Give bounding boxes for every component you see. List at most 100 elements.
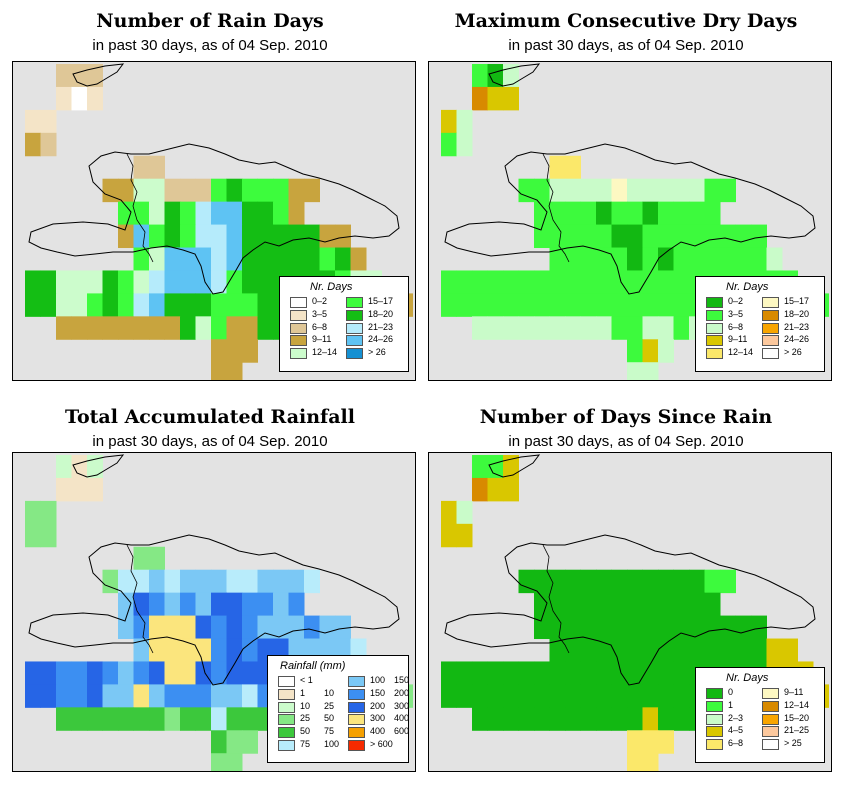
grid-cell bbox=[456, 661, 473, 685]
grid-cell bbox=[164, 270, 181, 294]
grid-cell bbox=[288, 247, 305, 271]
country-border bbox=[126, 153, 154, 263]
grid-cell bbox=[195, 178, 212, 203]
grid-cell bbox=[627, 684, 643, 708]
grid-cell bbox=[704, 178, 721, 203]
grid-cell bbox=[133, 638, 150, 662]
grid-cell bbox=[56, 707, 72, 731]
grid-cell bbox=[611, 569, 628, 594]
grid-cell bbox=[658, 592, 674, 617]
grid-cell bbox=[658, 569, 674, 594]
grid-cell bbox=[580, 224, 597, 249]
legend-swatch bbox=[290, 335, 307, 347]
grid-cell bbox=[472, 684, 488, 708]
grid-cell bbox=[149, 569, 165, 594]
grid-cell bbox=[487, 270, 504, 294]
grid-cell bbox=[226, 569, 243, 594]
grid-cell bbox=[487, 86, 504, 111]
grid-cell bbox=[580, 592, 597, 617]
grid-cell bbox=[226, 707, 243, 731]
grid-cell bbox=[642, 293, 659, 317]
grid-cell bbox=[288, 201, 305, 226]
grid-cell bbox=[735, 638, 752, 662]
legend-swatch bbox=[762, 700, 779, 712]
grid-cell bbox=[102, 684, 119, 708]
grid-cell bbox=[642, 339, 659, 363]
grid-cell bbox=[180, 569, 196, 594]
grid-cell bbox=[102, 661, 119, 685]
grid-cell bbox=[180, 316, 196, 340]
grid-cell bbox=[704, 201, 721, 226]
grid-cell bbox=[549, 201, 566, 226]
grid-cell bbox=[25, 293, 41, 317]
grid-cell bbox=[319, 615, 336, 640]
grid-cell bbox=[704, 638, 721, 662]
grid-cell bbox=[642, 730, 659, 754]
grid-cell bbox=[627, 201, 643, 226]
grid-cell bbox=[627, 224, 643, 249]
grid-cell bbox=[87, 477, 103, 502]
grid-cell bbox=[518, 707, 535, 731]
grid-cell bbox=[658, 707, 674, 731]
grid-cell bbox=[549, 178, 566, 203]
grid-cell bbox=[596, 247, 612, 271]
island-outline bbox=[28, 143, 400, 295]
panel-rain-days: Number of Rain Days in past 30 days, as … bbox=[0, 0, 420, 390]
grid-cell bbox=[87, 86, 103, 111]
legend-label: 6–8 bbox=[728, 321, 744, 332]
legend-swatch bbox=[348, 676, 365, 687]
grid-cell bbox=[133, 316, 150, 340]
grid-cell bbox=[195, 316, 212, 340]
grid-cell bbox=[751, 224, 767, 249]
grid-cell bbox=[673, 247, 690, 271]
grid-cell bbox=[642, 316, 659, 340]
legend-label: 12–14 bbox=[728, 347, 754, 358]
panel-dry-days: Maximum Consecutive Dry Days in past 30 … bbox=[416, 0, 836, 390]
grid-cell bbox=[549, 592, 566, 617]
grid-cell bbox=[87, 316, 103, 340]
grid-cell bbox=[441, 684, 457, 708]
grid-cell bbox=[658, 339, 674, 363]
grid-cell bbox=[180, 707, 196, 731]
grid-cell bbox=[164, 707, 181, 731]
grid-cell bbox=[133, 592, 150, 617]
grid-cell bbox=[534, 293, 550, 317]
grid-cell bbox=[40, 500, 57, 525]
grid-cell bbox=[180, 247, 196, 271]
grid-cell bbox=[534, 316, 550, 340]
grid-cell bbox=[257, 569, 274, 594]
grid-cell bbox=[335, 615, 351, 640]
grid-cell bbox=[565, 684, 581, 708]
grid-cell bbox=[627, 569, 643, 594]
grid-cell bbox=[118, 293, 134, 317]
grid-cell bbox=[735, 224, 752, 249]
grid-cell bbox=[288, 224, 305, 249]
grid-cell bbox=[87, 270, 103, 294]
grid-cell bbox=[441, 293, 457, 317]
grid-cell bbox=[580, 247, 597, 271]
grid-cell bbox=[534, 592, 550, 617]
grid-cell bbox=[611, 224, 628, 249]
grid-cell bbox=[257, 293, 274, 317]
grid-cell bbox=[257, 247, 274, 271]
grid-cell bbox=[518, 178, 535, 203]
grid-cell bbox=[195, 661, 212, 685]
grid-cell bbox=[273, 224, 289, 249]
grid-cell bbox=[257, 592, 274, 617]
grid-cell bbox=[242, 592, 258, 617]
grid-cell bbox=[118, 615, 134, 640]
grid-cell bbox=[611, 661, 628, 685]
grid-cell bbox=[580, 638, 597, 662]
grid-cell bbox=[288, 592, 305, 617]
grid-cell bbox=[149, 684, 165, 708]
grid-cell bbox=[133, 155, 150, 180]
grid-cell bbox=[304, 615, 320, 640]
grid-cell bbox=[273, 615, 289, 640]
legend-label: 21–25 bbox=[784, 725, 810, 736]
grid-cell bbox=[211, 753, 227, 771]
grid-cell bbox=[118, 569, 134, 594]
grid-cell bbox=[596, 638, 612, 662]
grid-cell bbox=[102, 569, 119, 594]
grid-cell bbox=[195, 293, 212, 317]
grid-cell bbox=[534, 569, 550, 594]
